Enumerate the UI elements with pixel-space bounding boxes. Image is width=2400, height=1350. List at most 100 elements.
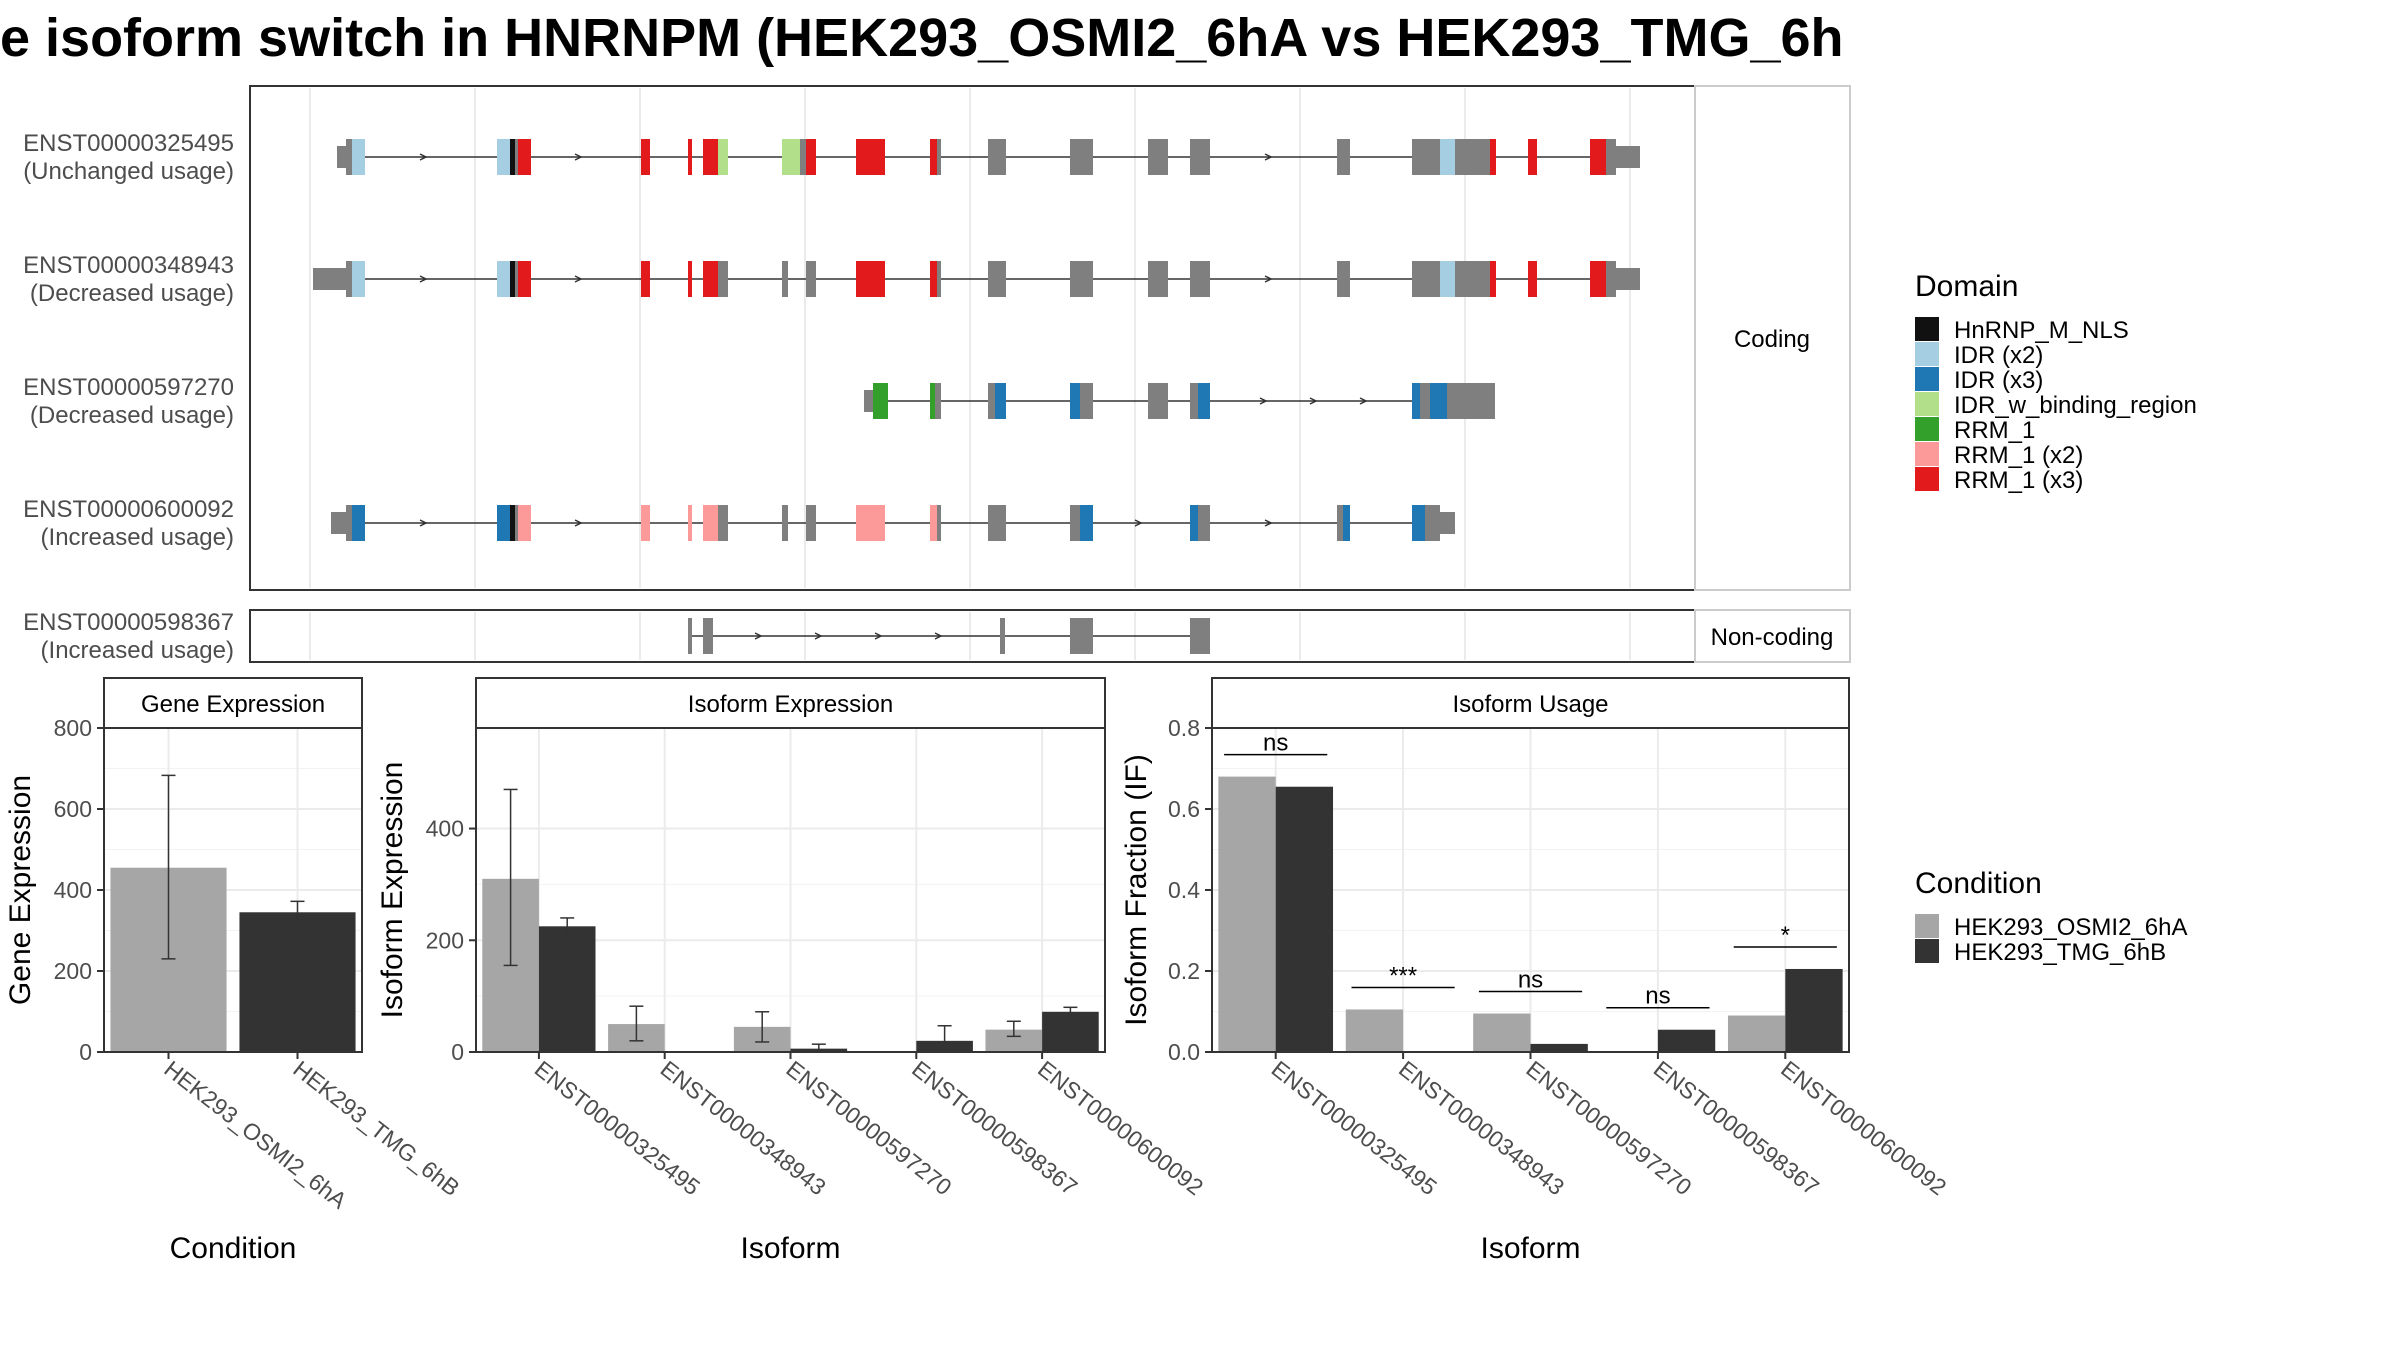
- error-bar: [290, 900, 305, 924]
- isoform-usage-label: (Unchanged usage): [23, 158, 234, 185]
- strand-arrow: [574, 519, 583, 527]
- exon-block: [1590, 139, 1606, 175]
- exon-block: [1070, 618, 1093, 654]
- exon-block: [1070, 505, 1080, 541]
- exon-block: [346, 261, 352, 297]
- exon-block: [510, 505, 515, 541]
- strand-arrow: [754, 632, 763, 640]
- condition-legend-title: Condition: [1915, 867, 2042, 900]
- exon-block: [873, 383, 888, 419]
- panel-strip: [475, 677, 1106, 729]
- y-tick-label: 400: [426, 816, 464, 842]
- domain-legend-title: Domain: [1915, 270, 2018, 303]
- panel-title: Gene Expression: [141, 691, 325, 718]
- isoform-id-label: ENST00000325495: [23, 130, 234, 157]
- exon-block: [800, 139, 806, 175]
- exon-block: [1490, 261, 1496, 297]
- strand-arrow: [1309, 397, 1318, 405]
- error-bar: [161, 774, 176, 960]
- exon-block: [1148, 139, 1168, 175]
- exon-block: [864, 390, 873, 412]
- figure-title: e isoform switch in HNRNPM (HEK293_OSMI2…: [0, 8, 1844, 68]
- exon-block: [856, 505, 885, 541]
- legend-swatch-idr-x2-: [1915, 342, 1939, 366]
- y-tick-label: 0.4: [1168, 877, 1200, 903]
- exon-block: [1430, 383, 1447, 419]
- exon-block: [1070, 139, 1093, 175]
- exon-block: [1190, 383, 1198, 419]
- y-tick-label: 0: [79, 1039, 92, 1065]
- exon-block: [988, 261, 1006, 297]
- error-bar: [560, 917, 575, 938]
- exon-block: [703, 139, 718, 175]
- isoform-expression-chart: Isoform Expression0200400ENST00000325495…: [376, 677, 1208, 1265]
- exon-block: [718, 505, 728, 541]
- exon-block: [806, 139, 816, 175]
- exon-block: [518, 261, 531, 297]
- transcript-panel: Coding Non-coding ENST00000325495(Unchan…: [23, 85, 1851, 664]
- exon-block: [782, 261, 788, 297]
- legend-swatch-cond_b: [1915, 939, 1939, 963]
- exon-block: [782, 139, 800, 175]
- exon-block: [1455, 139, 1490, 175]
- bar-ENST00000597270-HEK293_TMG_6hB: [1530, 1043, 1588, 1052]
- exon-block: [1616, 146, 1640, 168]
- exon-block: [1606, 139, 1616, 175]
- legend-label: IDR (x3): [1954, 367, 2043, 394]
- error-bar: [629, 1005, 644, 1042]
- exon-block: [688, 139, 692, 175]
- y-tick-label: 0.8: [1168, 715, 1200, 741]
- exon-block: [510, 261, 515, 297]
- y-tick-label: 0: [451, 1039, 464, 1065]
- exon-block: [1490, 139, 1496, 175]
- strand-arrow: [814, 632, 823, 640]
- bar-ENST00000325495-HEK293_TMG_6hB: [538, 926, 596, 1052]
- exon-block: [806, 505, 816, 541]
- exon-block: [352, 139, 365, 175]
- transcript-gridlines: [309, 88, 1631, 660]
- legend-swatch-rrm-1: [1915, 417, 1939, 441]
- exon-block: [497, 505, 510, 541]
- legend-label: IDR (x2): [1954, 342, 2043, 369]
- exon-block: [510, 139, 515, 175]
- strand-arrow: [1264, 519, 1273, 527]
- exon-block: [515, 505, 518, 541]
- exon-block: [1440, 512, 1455, 534]
- exon-block: [718, 261, 728, 297]
- y-tick-label: 400: [54, 877, 92, 903]
- strand-arrow: [574, 275, 583, 283]
- panel-strip: [1211, 677, 1850, 729]
- significance-label: ns: [1518, 967, 1543, 994]
- bar-ENST00000600092-HEK293_OSMI2_6hA: [1727, 1015, 1786, 1052]
- error-bar: [1006, 1020, 1021, 1038]
- gene-expression-chart: Gene Expression0200400600800HEK293_OSMI2…: [4, 677, 465, 1265]
- x-axis-title: Isoform: [740, 1232, 840, 1265]
- y-tick-label: 200: [54, 958, 92, 984]
- legend-swatch-hnrnp-m-nls: [1915, 317, 1939, 341]
- exon-block: [688, 505, 692, 541]
- isoform-id-label: ENST00000348943: [23, 252, 234, 279]
- legend-swatch-rrm-1-x3-: [1915, 467, 1939, 491]
- exon-block: [937, 505, 941, 541]
- isoform-usage-label: (Decreased usage): [30, 402, 234, 429]
- transcript-structure-ENST00000348943: ENST00000348943(Decreased usage): [23, 252, 1640, 307]
- strand-arrow: [1259, 397, 1268, 405]
- exon-block: [930, 261, 937, 297]
- exon-block: [346, 139, 352, 175]
- strand-arrow: [574, 153, 583, 161]
- exon-block: [352, 505, 365, 541]
- exon-block: [1447, 383, 1460, 419]
- legend-label: IDR_w_binding_region: [1954, 392, 2197, 419]
- exon-block: [1440, 261, 1455, 297]
- exon-block: [515, 139, 518, 175]
- y-tick-label: 0.6: [1168, 796, 1200, 822]
- legend-label: RRM_1 (x3): [1954, 467, 2083, 494]
- legend-label: HEK293_OSMI2_6hA: [1954, 914, 2187, 941]
- exon-block: [1425, 505, 1440, 541]
- exon-block: [1190, 505, 1198, 541]
- bar-HEK293_TMG_6hB: [239, 912, 356, 1052]
- exon-block: [1616, 268, 1640, 290]
- bar-ENST00000597270-HEK293_OSMI2_6hA: [1473, 1013, 1531, 1052]
- exon-block: [1000, 618, 1005, 654]
